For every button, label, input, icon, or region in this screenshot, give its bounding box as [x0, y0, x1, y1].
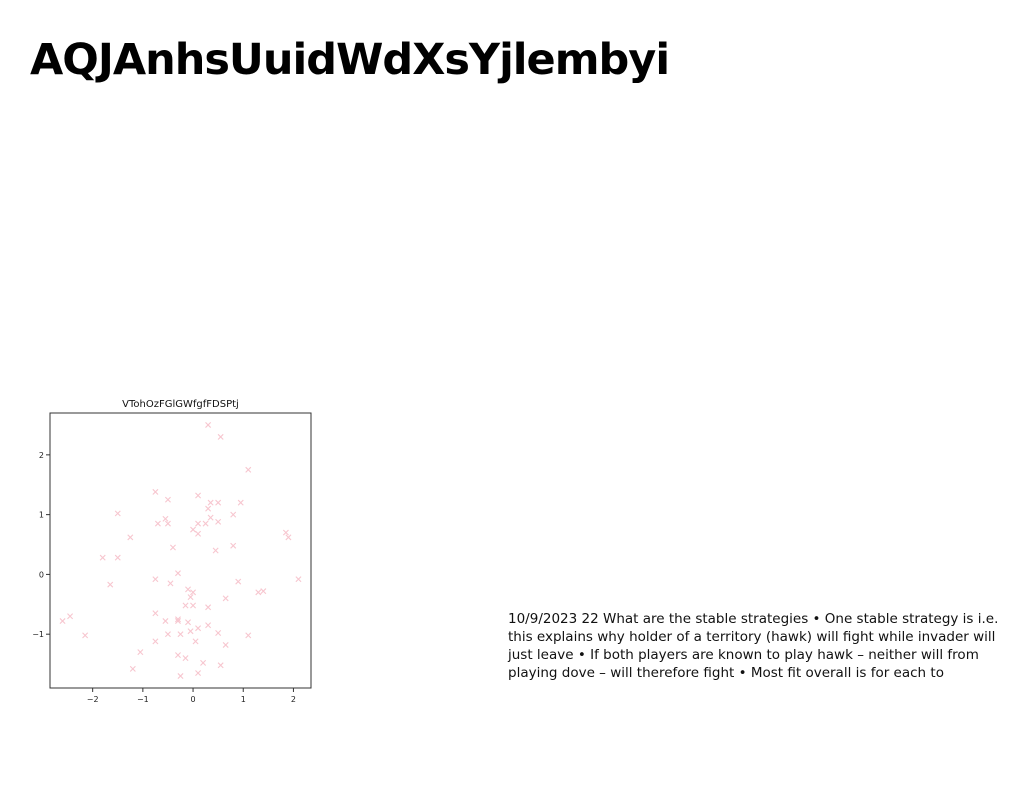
scatter-points — [59, 421, 302, 680]
scatter-point — [195, 625, 202, 632]
scatter-point — [169, 544, 176, 551]
scatter-point — [164, 520, 171, 527]
scatter-point — [107, 581, 114, 588]
scatter-point — [207, 514, 214, 521]
scatter-point — [152, 488, 159, 495]
scatter-point — [185, 586, 192, 593]
scatter-point — [200, 659, 207, 666]
scatter-point — [167, 580, 174, 587]
scatter-point — [230, 511, 237, 518]
scatter-point — [212, 547, 219, 554]
y-tick-label: 0 — [39, 570, 44, 579]
x-axis-ticks: −2 −1 0 1 2 — [87, 688, 296, 704]
scatter-point — [202, 520, 209, 527]
scatter-point — [205, 505, 212, 512]
scatter-point — [182, 602, 189, 609]
scatter-point — [190, 526, 197, 533]
scatter-point — [182, 655, 189, 662]
scatter-point — [222, 641, 229, 648]
scatter-point — [215, 518, 222, 525]
scatter-point — [127, 534, 134, 541]
scatter-chart: VTohOzFGlGWfgfFDSPtj −2 −1 0 1 2 −1 0 1 2 — [22, 390, 322, 710]
y-tick-label: 1 — [39, 511, 44, 520]
scatter-point — [129, 665, 136, 672]
scatter-point — [164, 631, 171, 638]
scatter-point — [282, 529, 289, 536]
scatter-point — [175, 570, 181, 577]
plot-area-frame — [49, 412, 312, 689]
scatter-point — [177, 631, 184, 638]
y-axis-ticks: −1 0 1 2 — [32, 451, 50, 639]
x-tick-label: 2 — [291, 695, 296, 704]
scatter-point — [152, 576, 159, 583]
scatter-point — [195, 520, 202, 527]
x-tick-label: −1 — [137, 695, 149, 704]
x-tick-label: 0 — [191, 695, 196, 704]
scatter-point — [260, 588, 267, 595]
scatter-point — [205, 622, 212, 629]
scatter-point — [154, 520, 161, 527]
scatter-point — [162, 515, 169, 522]
scatter-point — [205, 421, 212, 428]
scatter-point — [245, 632, 252, 639]
scatter-point — [217, 662, 224, 669]
scatter-point — [175, 652, 181, 659]
scatter-point — [237, 499, 244, 506]
scatter-point — [255, 589, 262, 596]
scatter-point — [235, 578, 242, 585]
y-tick-label: −1 — [32, 630, 44, 639]
scatter-point — [152, 610, 159, 617]
scatter-point — [162, 618, 169, 625]
scatter-point — [82, 632, 89, 639]
scatter-point — [295, 576, 302, 583]
scatter-point — [175, 616, 181, 623]
scatter-point — [164, 496, 171, 503]
scatter-point — [67, 613, 74, 620]
scatter-point — [215, 499, 222, 506]
scatter-point — [217, 433, 224, 440]
scatter-point — [195, 670, 202, 677]
scatter-point — [207, 499, 214, 506]
scatter-chart-svg: VTohOzFGlGWfgfFDSPtj −2 −1 0 1 2 −1 0 1 2 — [32, 399, 312, 704]
scatter-point — [114, 554, 121, 561]
scatter-point — [185, 619, 192, 626]
scatter-point — [137, 649, 144, 656]
scatter-point — [187, 628, 194, 635]
x-tick-label: 1 — [241, 695, 246, 704]
scatter-point — [187, 594, 194, 601]
scatter-point — [195, 492, 202, 499]
scatter-point — [195, 530, 202, 537]
chart-title: VTohOzFGlGWfgfFDSPtj — [122, 399, 239, 410]
scatter-point — [190, 602, 197, 609]
scatter-point — [215, 630, 222, 636]
scatter-point — [99, 554, 106, 561]
scatter-point — [175, 618, 181, 625]
scatter-point — [190, 589, 197, 596]
scatter-point — [192, 638, 199, 645]
scatter-point — [285, 534, 292, 541]
x-tick-label: −2 — [87, 695, 99, 704]
scatter-point — [59, 618, 66, 625]
slide-body-text: 10/9/2023 22 What are the stable strateg… — [508, 611, 999, 681]
scatter-point — [222, 595, 229, 602]
scatter-point — [177, 673, 184, 680]
scatter-point — [152, 638, 159, 645]
scatter-point — [245, 466, 252, 473]
scatter-point — [114, 510, 121, 517]
scatter-point — [205, 604, 212, 611]
y-tick-label: 2 — [39, 451, 44, 460]
page-title: AQJAnhsUuidWdXsYjlembyi — [30, 35, 670, 85]
scatter-point — [230, 542, 237, 549]
